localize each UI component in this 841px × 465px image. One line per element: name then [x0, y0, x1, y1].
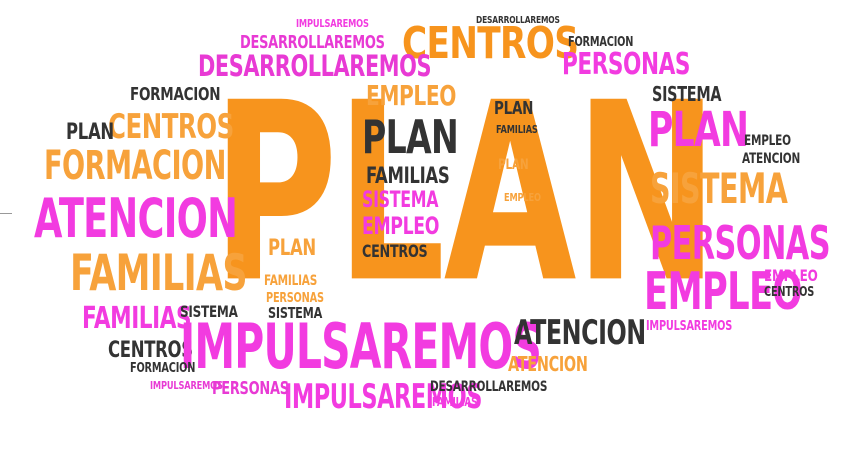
- word-desarrollaremos-top: DESARROLLAREMOS: [198, 49, 432, 83]
- word-plan-center: PLAN: [362, 110, 459, 164]
- word-atencion-left: ATENCION: [34, 187, 238, 250]
- word-impulsaremos-right-small: IMPULSAREMOS: [646, 319, 733, 334]
- word-desarrollaremos-top2: DESARROLLAREMOS: [240, 32, 385, 53]
- word-familias-bottom: FAMILIAS: [432, 395, 478, 409]
- word-sistema-center: SISTEMA: [362, 188, 439, 213]
- word-impulsaremos-bottom-small: IMPULSAREMOS: [150, 379, 223, 392]
- edge-divider: [0, 213, 12, 214]
- word-plan-left-small: PLAN: [66, 120, 114, 145]
- word-familias-left-2: FAMILIAS: [82, 301, 192, 336]
- word-plan-center-4: PLAN: [498, 157, 529, 173]
- word-plan-main: PLAN: [212, 49, 718, 337]
- word-impulsaremos-big: IMPULSAREMOS: [180, 310, 542, 383]
- word-personas-bottom: PERSONAS: [212, 378, 289, 399]
- word-desarrollaremos-bottom: DESARROLLAREMOS: [430, 379, 548, 395]
- word-empleo-right-2: EMPLEO: [764, 266, 818, 285]
- word-plan-center-3: PLAN: [494, 98, 534, 119]
- word-plan-center-2: PLAN: [268, 236, 316, 261]
- word-empleo-center-2: EMPLEO: [362, 212, 440, 240]
- word-formacion-mid: FORMACION: [44, 143, 226, 189]
- word-atencion-bottom-2: ATENCION: [508, 352, 588, 376]
- word-empleo-right-small: EMPLEO: [744, 133, 791, 149]
- word-plan-right: PLAN: [648, 102, 749, 158]
- word-empleo-center: EMPLEO: [366, 79, 456, 112]
- word-personas-center: PERSONAS: [266, 291, 324, 306]
- word-sistema-center-2: SISTEMA: [268, 304, 323, 322]
- word-familias-center: FAMILIAS: [366, 164, 450, 189]
- word-centros-left: CENTROS: [108, 107, 234, 147]
- word-familias-left: FAMILIAS: [70, 244, 248, 302]
- word-atencion-bottom: ATENCION: [514, 313, 646, 353]
- word-desarrollaremos-tiny: DESARROLLAREMOS: [476, 15, 560, 26]
- word-formacion-bottom: FORMACION: [130, 361, 196, 376]
- word-formacion-left-small: FORMACION: [130, 84, 221, 105]
- word-impulsaremos-top-small: IMPULSAREMOS: [296, 17, 369, 30]
- word-sistema-right-small: SISTEMA: [652, 82, 722, 106]
- word-centros-center: CENTROS: [362, 242, 428, 262]
- word-formacion-top-small: FORMACION: [568, 35, 634, 50]
- word-sistema-left-small: SISTEMA: [180, 302, 238, 321]
- word-personas-top: PERSONAS: [562, 47, 691, 82]
- word-empleo-center-3: EMPLEO: [504, 191, 541, 204]
- word-familias-center-3: FAMILIAS: [496, 123, 538, 136]
- word-centros-bottom: CENTROS: [108, 338, 193, 363]
- word-familias-center-2: FAMILIAS: [264, 273, 318, 289]
- word-atencion-right-small: ATENCION: [742, 151, 801, 167]
- word-centros-right-small: CENTROS: [764, 285, 815, 300]
- word-centros-top: CENTROS: [402, 18, 579, 69]
- word-impulsaremos-bottom: IMPULSAREMOS: [284, 377, 482, 417]
- word-personas-right: PERSONAS: [650, 216, 831, 270]
- word-empleo-right: EMPLEO: [644, 262, 802, 322]
- word-sistema-right: SISTEMA: [650, 164, 788, 213]
